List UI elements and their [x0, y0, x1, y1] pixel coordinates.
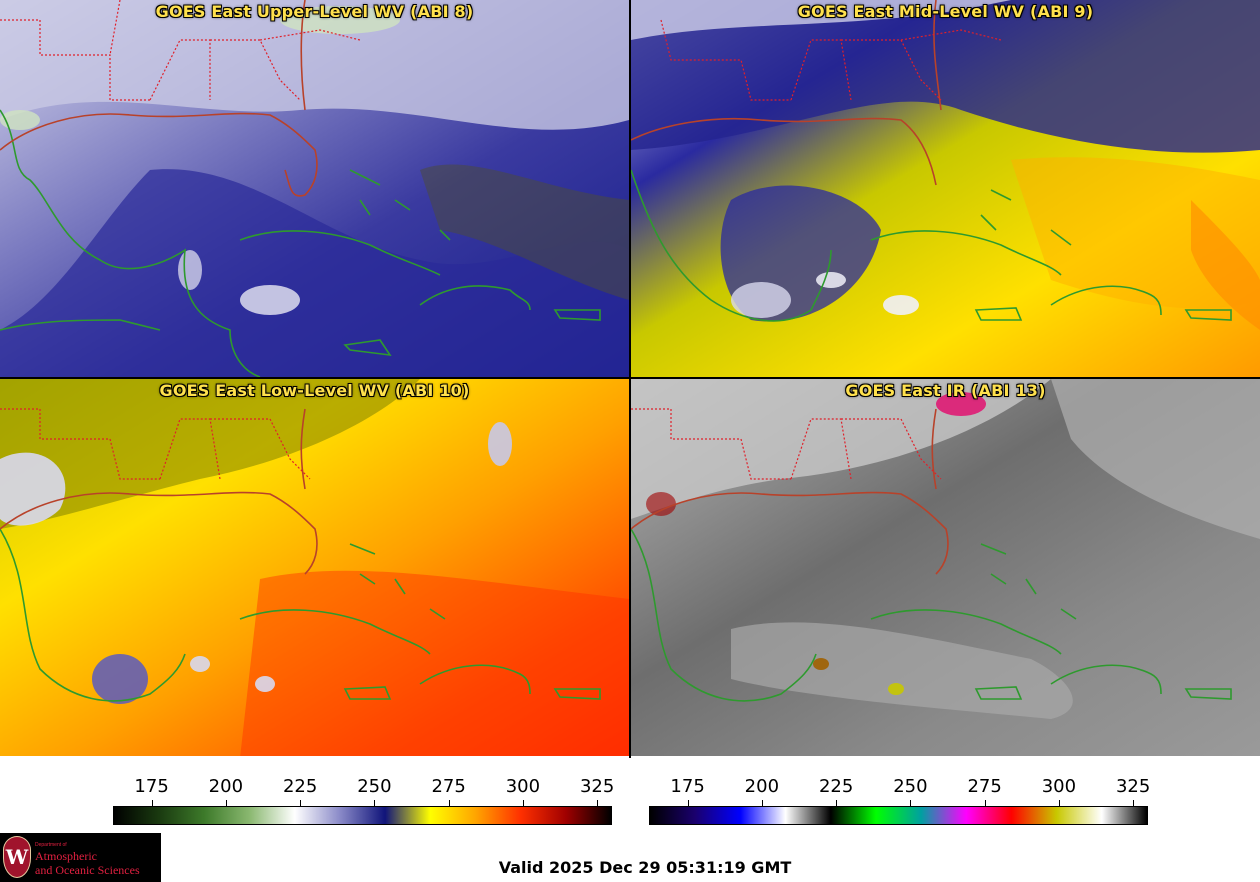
panel-mid-level-wv: GOES East Mid-Level WV (ABI 9): [631, 0, 1260, 377]
panel-low-level-wv: GOES East Low-Level WV (ABI 10): [0, 379, 629, 756]
colorbar-tick-label: 175: [134, 776, 169, 797]
colorbar-tick-label: 250: [893, 776, 928, 797]
colorbar-tick-mark: [448, 800, 450, 806]
ir-colorbar: [649, 806, 1148, 825]
panel-divider-horizontal: [0, 377, 1260, 379]
ir-image: [631, 379, 1260, 756]
mid-level-wv-image: [631, 0, 1260, 377]
logo-dept-text: Department of: [35, 842, 67, 848]
uw-crest-icon: W: [3, 836, 31, 878]
wv-colorbar: [113, 806, 612, 825]
colorbar-tick-mark: [225, 800, 227, 806]
ir-colorbar-ticks: 175 200 225 250 275 300 325: [649, 776, 1150, 806]
colorbar-tick-mark: [687, 800, 689, 806]
colorbar-tick-mark: [910, 800, 912, 806]
colorbar-tick-mark: [984, 800, 986, 806]
colorbar-tick-mark: [300, 800, 302, 806]
colorbar-tick-mark: [1058, 800, 1060, 806]
colorbar-tick-label: 300: [1041, 776, 1077, 797]
colorbar-tick-mark: [374, 800, 376, 806]
aos-logo: W Department of Atmospheric and Oceanic …: [0, 833, 161, 882]
colorbar-tick-mark: [597, 800, 599, 806]
colorbar-tick-label: 200: [744, 776, 780, 797]
colorbar-tick-label: 275: [431, 776, 466, 797]
panel-ir: GOES East IR (ABI 13): [631, 379, 1260, 756]
upper-level-wv-image: [0, 0, 629, 377]
colorbar-tick-label: 250: [357, 776, 392, 797]
colorbar-tick-mark: [761, 800, 763, 806]
colorbar-tick-mark: [151, 800, 153, 806]
colorbar-tick-mark: [1133, 800, 1135, 806]
wv-colorbar-ticks: 175 200 225 250 275 300 325: [113, 776, 614, 806]
panel-title-upper-level: GOES East Upper-Level WV (ABI 8): [155, 2, 474, 21]
colorbar-tick-mark: [836, 800, 838, 806]
colorbar-tick-label: 300: [505, 776, 541, 797]
colorbar-tick-label: 325: [579, 776, 615, 797]
colorbar-tick-label: 175: [670, 776, 705, 797]
logo-line-2: and Oceanic Sciences: [35, 863, 140, 877]
low-level-wv-image: [0, 379, 629, 756]
panel-title-low-level: GOES East Low-Level WV (ABI 10): [159, 381, 470, 400]
panel-title-mid-level: GOES East Mid-Level WV (ABI 9): [797, 2, 1094, 21]
valid-time: Valid 2025 Dec 29 05:31:19 GMT: [498, 858, 792, 877]
colorbar-tick-label: 275: [967, 776, 1002, 797]
colorbar-tick-label: 225: [818, 776, 854, 797]
colorbar-tick-label: 200: [208, 776, 244, 797]
panel-upper-level-wv: GOES East Upper-Level WV (ABI 8): [0, 0, 629, 377]
panel-title-ir: GOES East IR (ABI 13): [845, 381, 1046, 400]
colorbar-tick-label: 225: [282, 776, 318, 797]
colorbar-tick-mark: [522, 800, 524, 806]
colorbar-tick-label: 325: [1115, 776, 1151, 797]
logo-line-1: Atmospheric: [35, 849, 97, 863]
panel-divider-vertical: [629, 0, 631, 758]
